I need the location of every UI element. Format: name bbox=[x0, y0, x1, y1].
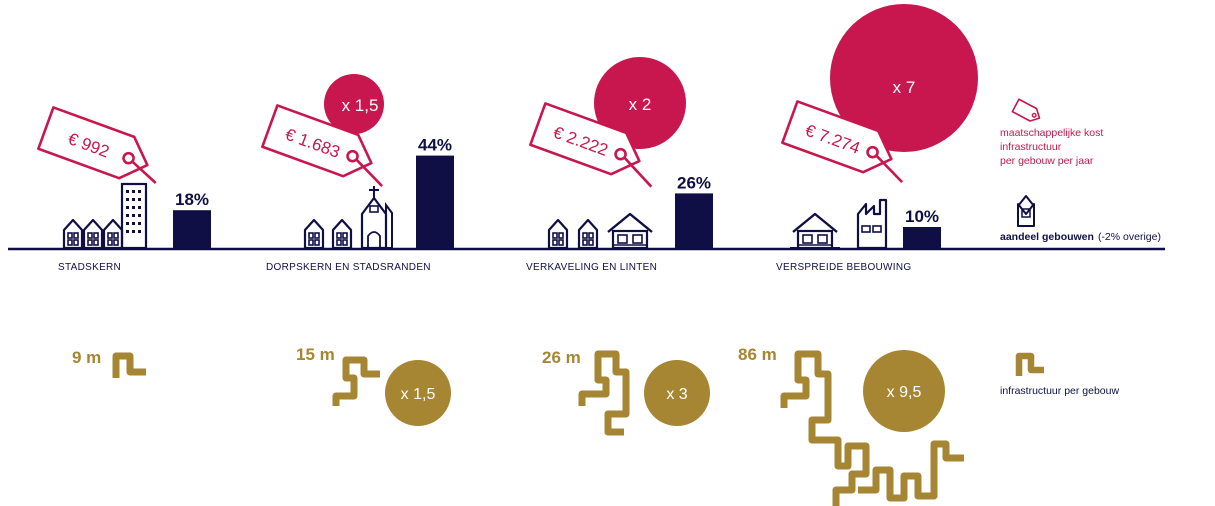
infra-multiplier-circle bbox=[644, 360, 710, 426]
houses-icon bbox=[62, 182, 148, 250]
infra-stadskern: 9 m bbox=[72, 348, 146, 378]
infra-length-label: 9 m bbox=[72, 348, 101, 367]
infra-legend-icon bbox=[1015, 352, 1044, 376]
category-label: DORPSKERN EN STADSRANDEN bbox=[266, 262, 431, 273]
cost-multiplier-circle bbox=[324, 74, 384, 134]
infra-length-label: 26 m bbox=[542, 348, 581, 367]
category-label: STADSKERN bbox=[58, 262, 121, 273]
infra-length-label: 86 m bbox=[738, 345, 777, 364]
bar-value-label: 10% bbox=[905, 207, 939, 226]
group-dorpskern: x 1,5 € 1.683 bbox=[261, 74, 393, 250]
houses-icon bbox=[547, 212, 654, 250]
group-verspreide: x 7 € 7.274 bbox=[781, 4, 978, 250]
house-factory-icon bbox=[790, 198, 888, 250]
cost-multiplier-label: x 7 bbox=[893, 78, 916, 97]
bar-series: 18% 44% 26% 10% bbox=[173, 136, 941, 248]
infra-squiggle-icon bbox=[332, 356, 380, 406]
infra-length-label: 15 m bbox=[296, 345, 335, 364]
legend-cost-line3: per gebouw per jaar bbox=[1000, 155, 1094, 167]
infra-verspreide: 86 m x 9,5 bbox=[738, 345, 964, 506]
bar bbox=[675, 193, 713, 248]
legend-cost-line1: maatschappelijke kost bbox=[1000, 127, 1103, 139]
bar bbox=[903, 227, 941, 248]
bar-value-label: 26% bbox=[677, 173, 711, 192]
infra-multiplier-circle bbox=[385, 360, 451, 426]
infra-squiggle-icon bbox=[112, 352, 146, 378]
infra-verkaveling: 26 m x 3 bbox=[542, 348, 710, 436]
cost-multiplier-circle bbox=[594, 57, 686, 149]
bar bbox=[173, 210, 211, 248]
cost-multiplier-circle bbox=[830, 4, 978, 152]
legend-infra-label: infrastructuur per gebouw bbox=[1000, 385, 1119, 397]
house-legend-icon bbox=[1017, 195, 1035, 227]
cost-multiplier-label: x 2 bbox=[629, 95, 652, 114]
group-verkaveling: x 2 € 2.222 bbox=[529, 57, 686, 250]
legend: maatschappelijke kost infrastructuur per… bbox=[1000, 98, 1161, 397]
price-tag-icon: € 7.274 bbox=[781, 100, 904, 184]
cost-multiplier-label: x 1,5 bbox=[342, 96, 379, 115]
infra-multiplier-label: x 9,5 bbox=[887, 384, 922, 401]
price-tag-icon: € 2.222 bbox=[529, 102, 653, 188]
infra-multiplier-circle bbox=[863, 350, 945, 432]
houses-church-icon bbox=[303, 186, 393, 250]
infra-dorpskern: 15 m x 1,5 bbox=[296, 345, 451, 426]
price-tag-legend-icon bbox=[1011, 98, 1041, 122]
infra-squiggle-icon bbox=[578, 350, 630, 436]
bar bbox=[416, 155, 454, 248]
legend-cost-line2: infrastructuur bbox=[1000, 141, 1062, 153]
category-label: VERKAVELING EN LINTEN bbox=[526, 262, 657, 273]
price-tag-icon: € 1.683 bbox=[261, 104, 384, 188]
legend-share-label: aandeel gebouwen (-2% overige) bbox=[1000, 231, 1161, 243]
infra-squiggle-icon bbox=[858, 440, 964, 502]
infra-multiplier-label: x 1,5 bbox=[401, 386, 436, 403]
price-tag-icon: € 992 bbox=[37, 106, 157, 184]
category-label: VERSPREIDE BEBOUWING bbox=[776, 262, 911, 273]
group-stadskern: € 992 bbox=[37, 106, 157, 250]
infra-squiggle-icon bbox=[780, 350, 870, 506]
infra-multiplier-label: x 3 bbox=[666, 386, 687, 403]
bar-value-label: 44% bbox=[418, 136, 452, 155]
bar-value-label: 18% bbox=[175, 190, 209, 209]
